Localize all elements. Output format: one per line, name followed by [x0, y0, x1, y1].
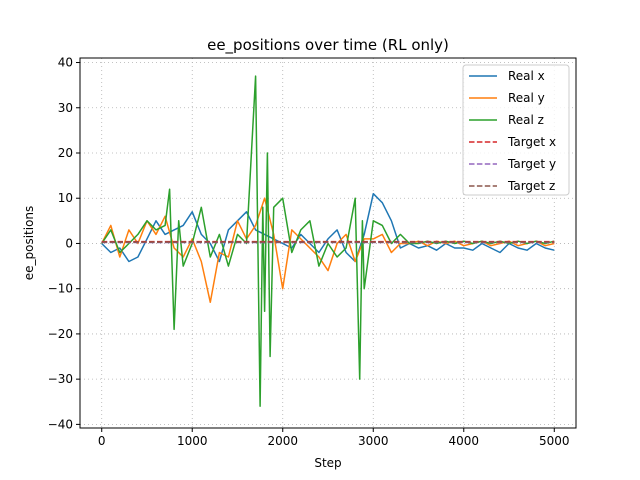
- y-tick-label: 30: [58, 101, 73, 115]
- legend-label: Target x: [507, 135, 556, 149]
- chart-title: ee_positions over time (RL only): [207, 36, 449, 55]
- y-tick-label: −20: [48, 327, 73, 341]
- series-line-real-y: [101, 197, 555, 304]
- legend: Real x Real y Real z Target x Target y Target…: [462, 64, 570, 196]
- x-tick-label: 3000: [358, 434, 389, 448]
- y-tick-label: −30: [48, 372, 73, 386]
- legend-label: Target z: [507, 179, 555, 193]
- y-tick-label: 10: [58, 191, 73, 205]
- y-tick-label: −10: [48, 282, 73, 296]
- y-axis-label: ee_positions: [22, 206, 36, 281]
- x-axis-label: Step: [314, 456, 341, 470]
- legend-label: Real y: [508, 91, 545, 105]
- legend-label: Target y: [507, 157, 556, 171]
- x-tick-label: 1000: [177, 434, 208, 448]
- y-tick-label: 20: [58, 146, 73, 160]
- ticks: 0 1000 2000 3000 4000 5000 −40 −30 −20 −10 0 10 20 30…: [48, 56, 570, 448]
- x-tick-label: 0: [98, 434, 106, 448]
- y-tick-label: 40: [58, 56, 73, 70]
- y-tick-label: −40: [48, 417, 73, 431]
- x-tick-label: 2000: [267, 434, 298, 448]
- y-tick-label: 0: [65, 236, 73, 250]
- series-line-real-x: [101, 192, 555, 263]
- x-tick-label: 5000: [539, 434, 570, 448]
- legend-box: [462, 64, 570, 196]
- legend-label: Real z: [508, 113, 544, 127]
- series-group: [101, 75, 555, 408]
- x-tick-label: 4000: [448, 434, 479, 448]
- legend-label: Real x: [508, 69, 545, 83]
